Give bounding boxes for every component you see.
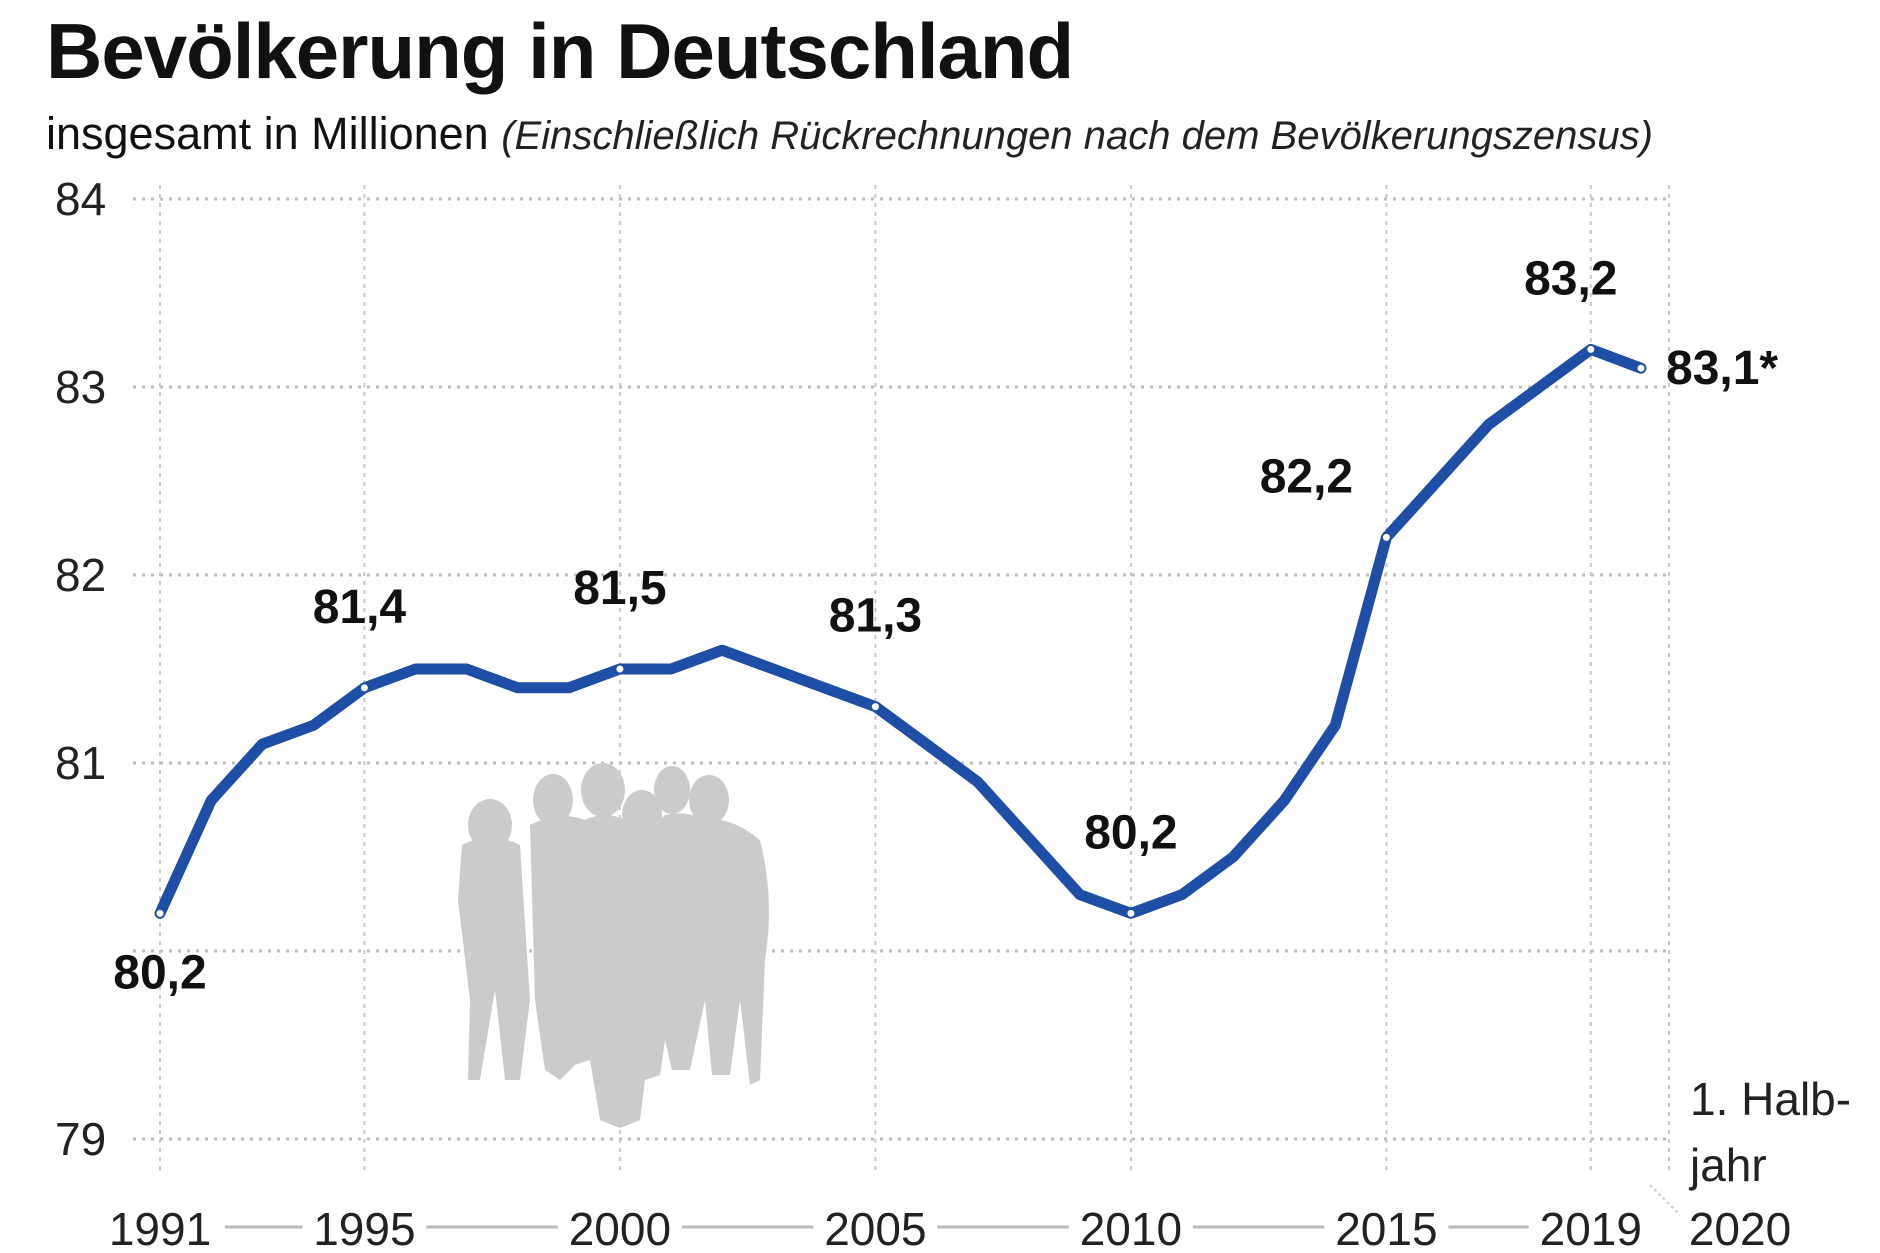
data-point-markers <box>156 345 1645 917</box>
x-tick-label: 2015 <box>1335 1203 1437 1253</box>
chart-subtitle: insgesamt in Millionen (Einschließlich R… <box>46 108 1653 160</box>
x-tick-label: 2019 <box>1540 1203 1642 1253</box>
x-tick-bg <box>813 1200 938 1250</box>
x-tick-bg <box>1528 1200 1653 1250</box>
x-tick-label: 2005 <box>824 1203 926 1253</box>
x-tick-note: 1. Halb- <box>1690 1073 1851 1125</box>
grid <box>133 185 1670 1170</box>
chart-title: Bevölkerung in Deutschland <box>46 7 1074 95</box>
data-labels: 80,2 81,4 81,5 81,3 80,2 82,2 83,2 83,1* <box>113 252 1778 999</box>
x-tick-label: 1991 <box>109 1203 211 1253</box>
data-label: 80,2 <box>113 946 206 999</box>
x-tick-bg <box>302 1200 427 1250</box>
data-label: 81,5 <box>573 562 666 615</box>
data-point-marker <box>871 703 879 711</box>
y-tick-label: 79 <box>55 1113 106 1165</box>
y-tick-label: 84 <box>55 173 106 225</box>
data-point-marker <box>1382 533 1390 541</box>
x-tick-bg <box>557 1200 682 1250</box>
data-label: 83,1* <box>1666 342 1778 395</box>
y-tick-label: 82 <box>55 549 106 601</box>
x-tick-label: 1995 <box>313 1203 415 1253</box>
data-label: 82,2 <box>1260 450 1353 503</box>
x-tick-label: 2020 <box>1689 1203 1791 1253</box>
data-label: 81,4 <box>313 581 407 634</box>
x-tick-bg <box>1678 1200 1802 1250</box>
y-tick-label: 83 <box>55 361 106 413</box>
series-line <box>154 343 1647 919</box>
half-year-connector <box>1649 1184 1681 1216</box>
x-tick-label: 2010 <box>1080 1203 1182 1253</box>
data-label: 83,2 <box>1524 252 1617 305</box>
subtitle-main: insgesamt in Millionen <box>46 108 489 159</box>
x-tick-bg <box>98 1200 222 1250</box>
data-point-marker <box>1587 345 1595 353</box>
data-label: 81,3 <box>829 590 922 643</box>
people-silhouette-icon <box>458 763 769 1128</box>
data-label: 80,2 <box>1084 806 1177 859</box>
data-point-marker <box>1127 909 1135 917</box>
x-tick-label: 2000 <box>569 1203 671 1253</box>
x-tick-note: jahr <box>1688 1139 1767 1191</box>
y-tick-label: 81 <box>55 737 106 789</box>
x-tick-bg <box>1068 1200 1193 1250</box>
data-point-marker <box>156 909 164 917</box>
data-point-marker <box>360 684 368 692</box>
subtitle-note: (Einschließlich Rückrechnungen nach dem … <box>501 114 1653 158</box>
data-point-marker <box>1637 364 1645 372</box>
x-tick-bg <box>1324 1200 1449 1250</box>
data-point-marker <box>616 665 624 673</box>
